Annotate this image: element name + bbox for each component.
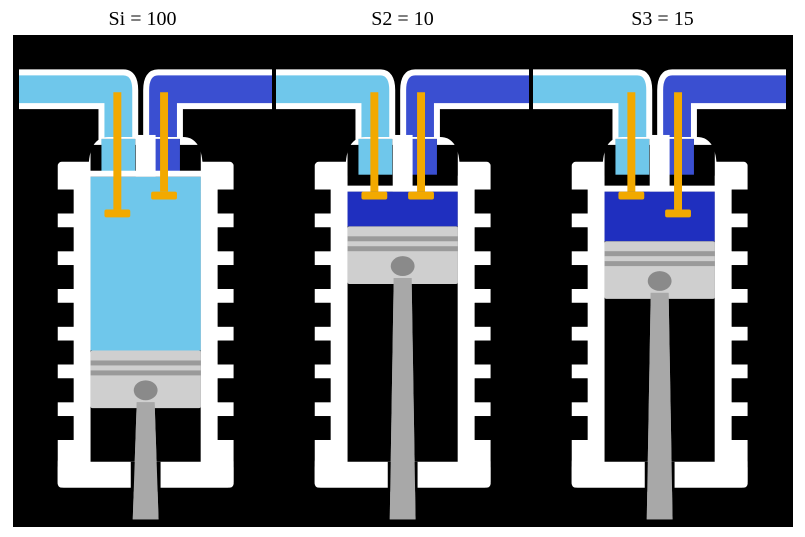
panel-3	[533, 41, 786, 521]
cylinder-svg-2	[276, 41, 529, 521]
diagram-frame	[13, 35, 793, 527]
cylinder-svg-3	[533, 41, 786, 521]
cylinder-svg-1	[19, 41, 272, 521]
panel-1	[19, 41, 272, 521]
label-s1: Si = 100	[13, 8, 273, 31]
labels-row: Si = 100 S2 = 10 S3 = 15	[13, 8, 793, 31]
label-s3: S3 = 15	[533, 8, 793, 31]
label-s2: S2 = 10	[273, 8, 533, 31]
panel-2	[276, 41, 529, 521]
